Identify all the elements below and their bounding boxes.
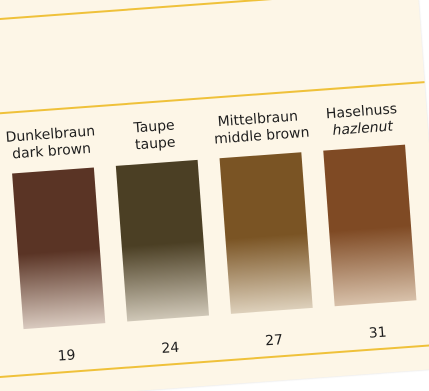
swatch-number: 31	[368, 324, 388, 342]
swatch-number: 19	[57, 347, 77, 365]
color-swatch	[12, 167, 106, 330]
color-swatch	[323, 144, 417, 307]
swatch-group-hazelnut: Haselnuss hazlenut 31	[316, 100, 423, 344]
swatch-number: 27	[264, 332, 284, 350]
swatch-group-dark-brown: Dunkelbraun dark brown 19	[5, 123, 112, 367]
swatch-group-middle-brown: Mittelbraun middle brown 27	[212, 108, 319, 352]
swatch-number: 24	[160, 339, 180, 358]
top-divider-line	[0, 0, 418, 24]
color-swatch	[219, 152, 313, 314]
swatch-group-taupe: Taupe taupe 24	[109, 116, 216, 360]
color-swatch	[115, 159, 210, 322]
